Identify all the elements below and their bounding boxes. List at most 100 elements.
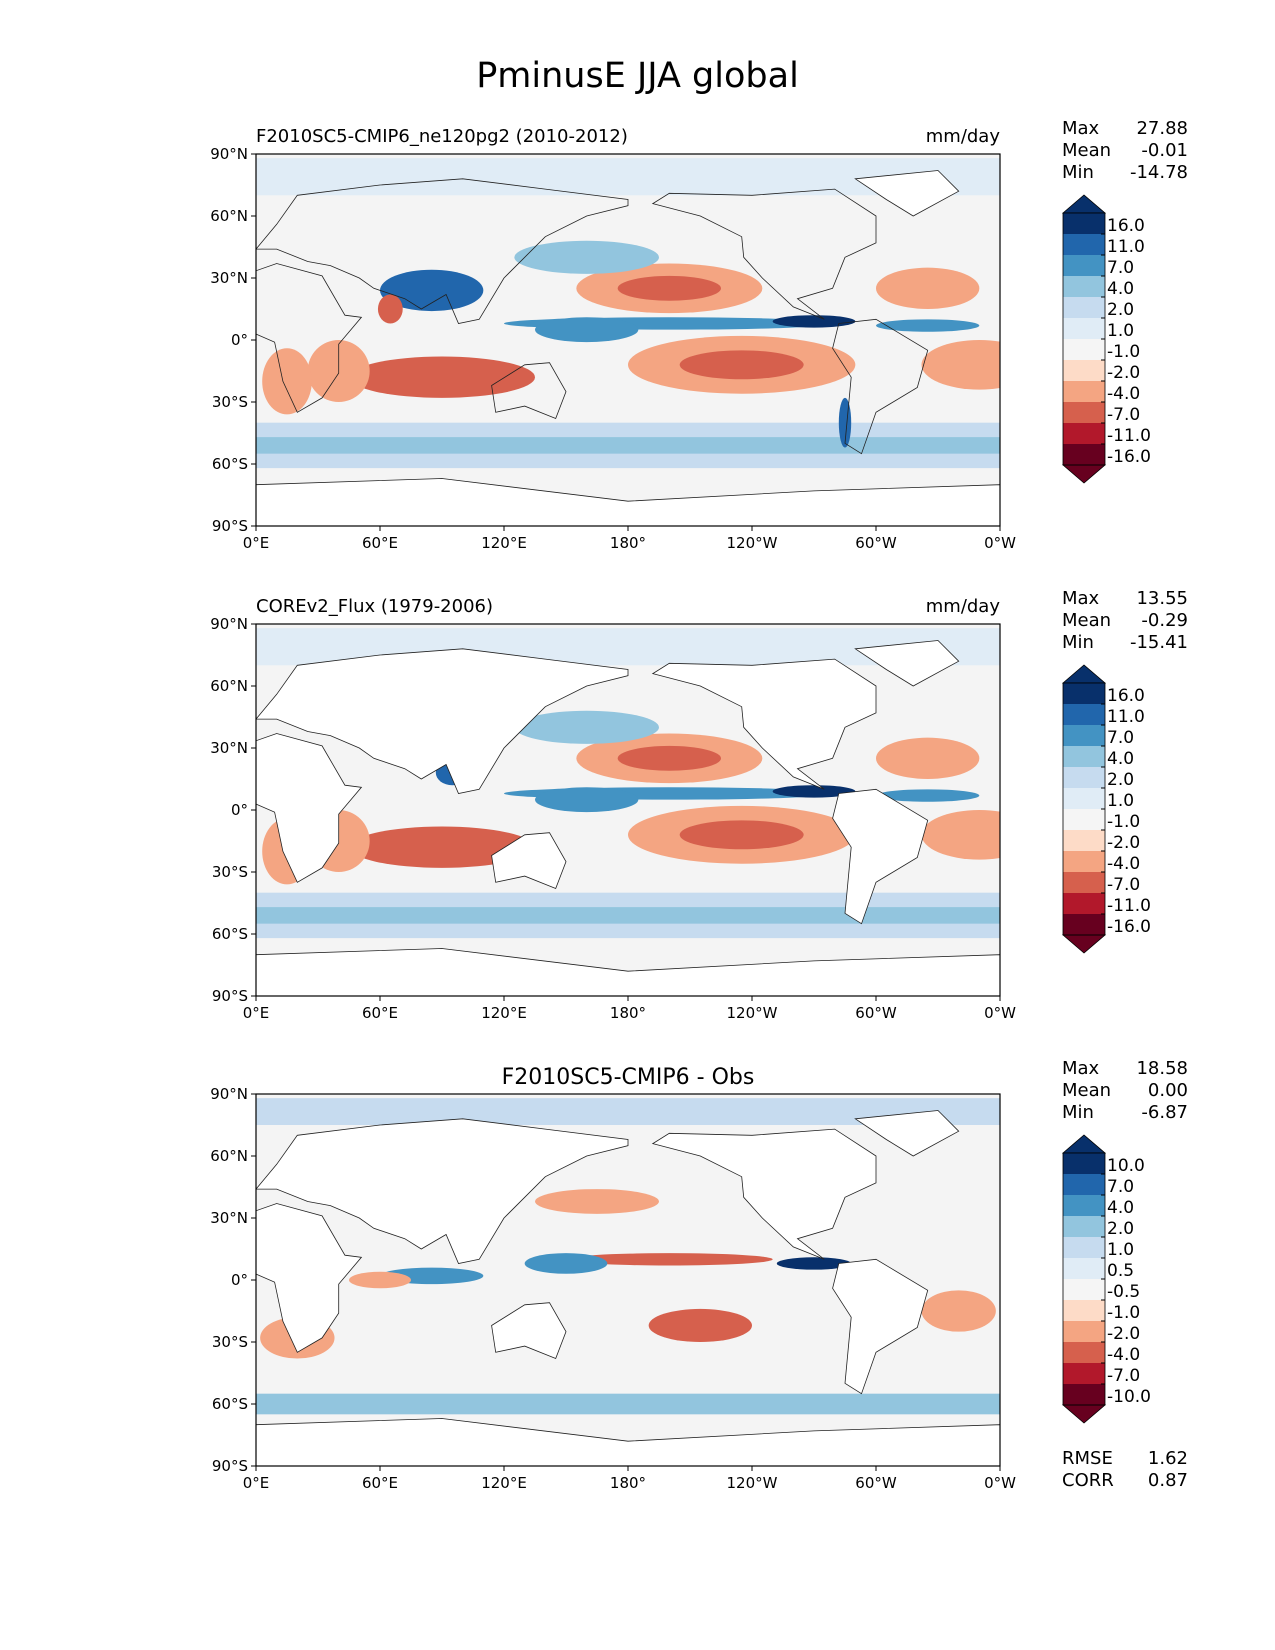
colorbar-cell [1063, 360, 1105, 381]
y-tick-label: 60°S [212, 455, 248, 473]
y-tick-label: 0° [231, 331, 248, 349]
colorbar-cell [1063, 1321, 1105, 1342]
x-tick-label: 0°W [984, 534, 1016, 552]
ocean-background [256, 154, 1000, 526]
benguela-dry-zone [262, 348, 312, 415]
atlantic-itcz [876, 789, 980, 802]
colorbar-level-label: 2.0 [1107, 770, 1134, 790]
colorbar-level-label: 10.0 [1107, 1156, 1145, 1176]
colorbar-cell [1063, 914, 1105, 935]
y-tick-label: 30°S [212, 863, 248, 881]
metric-value: 0.87 [1148, 1470, 1188, 1491]
colorbar-cell [1063, 746, 1105, 767]
colorbar-cell [1063, 1195, 1105, 1216]
samerica-coastline [832, 788, 929, 925]
warm-pool [535, 317, 639, 343]
map-panel-2: COREv2_Flux (1979-2006) mm/day 90°N 60°N 30°… [210, 588, 1188, 1022]
stat-label: Max [1062, 588, 1100, 609]
colorbar-cell [1063, 1153, 1105, 1174]
antarctica-coastline [256, 948, 1000, 996]
antarctica-coastline [256, 1418, 1000, 1466]
colorbar-top-extend [1061, 1134, 1107, 1154]
colorbar-level-label: -7.0 [1107, 875, 1140, 895]
north-pacific-storm-track [514, 240, 660, 274]
greenland-coastline [854, 170, 960, 217]
colorbar-level-label: -10.0 [1107, 1387, 1151, 1407]
colorbar-level-label: 16.0 [1107, 686, 1145, 706]
colorbar: 16.011.07.04.02.01.0-1.0-2.0-4.0-7.0-11.… [1061, 194, 1151, 484]
y-tick-label: 60°S [212, 925, 248, 943]
x-tick-label: 120°W [727, 1004, 778, 1022]
colorbar-cell [1063, 1237, 1105, 1258]
y-tick-label: 90°S [212, 987, 248, 1005]
metric-label: CORR [1062, 1470, 1114, 1491]
east-pacific-itcz-core [772, 315, 856, 328]
stat-value: -14.78 [1130, 162, 1188, 183]
stat-value: 0.00 [1148, 1080, 1188, 1101]
colorbar-top-extend [1061, 194, 1107, 214]
eurasia-coastline [256, 1118, 629, 1264]
samerica-coastline [832, 1258, 929, 1395]
greenland-coastline [854, 1110, 960, 1157]
colorbar-level-label: 4.0 [1107, 749, 1134, 769]
panel-title-left: COREv2_Flux (1979-2006) [256, 596, 493, 617]
stat-value: -0.29 [1141, 610, 1188, 631]
colorbar-level-label: -0.5 [1107, 1282, 1140, 1302]
colorbar-cell [1063, 444, 1105, 465]
africa-coastline [256, 263, 363, 413]
north-pacific-subtropical-core [617, 745, 721, 771]
y-tick-label: 60°N [210, 1147, 248, 1165]
australia-coastline [491, 832, 567, 890]
colorbar-cell [1063, 788, 1105, 809]
colorbar-cell [1063, 1279, 1105, 1300]
south-atlantic-subtropical-high [921, 810, 1000, 860]
south-atlantic-subtropical-high [921, 340, 1000, 390]
colorbar-level-label: -1.0 [1107, 1303, 1140, 1323]
kuroshio-dry-bias [535, 1189, 659, 1214]
pacific-itcz-dry-bias [566, 1253, 773, 1266]
colorbar-level-label: 16.0 [1107, 216, 1145, 236]
colorbar-cell [1063, 339, 1105, 360]
africa-coastline [256, 1203, 363, 1353]
colorbar-level-label: -2.0 [1107, 363, 1140, 383]
metric-value: 1.62 [1148, 1448, 1188, 1469]
y-tick-label: 30°S [212, 393, 248, 411]
colorbar-cell [1063, 725, 1105, 746]
colorbar-cell [1063, 1384, 1105, 1405]
colorbar-cell [1063, 704, 1105, 725]
y-tick-label: 60°S [212, 1395, 248, 1413]
australia-coastline [491, 1302, 567, 1360]
colorbar-cell [1063, 1216, 1105, 1237]
stat-value: 27.88 [1136, 118, 1188, 139]
colorbar-level-label: -2.0 [1107, 833, 1140, 853]
y-tick-label: 90°N [210, 145, 248, 163]
colorbar-cell [1063, 276, 1105, 297]
colorbar-level-label: 2.0 [1107, 1219, 1134, 1239]
panel-units: mm/day [926, 596, 1001, 617]
colorbar-cell [1063, 1342, 1105, 1363]
stat-label: Mean [1062, 1080, 1111, 1101]
stat-value: -6.87 [1141, 1102, 1188, 1123]
colorbar-level-label: -4.0 [1107, 384, 1140, 404]
south-pacific-dry-bias [648, 1308, 752, 1342]
colorbar-level-label: -4.0 [1107, 1345, 1140, 1365]
namerica-coastline [651, 1128, 877, 1260]
x-tick-label: 120°W [727, 1474, 778, 1492]
figure-title: PminusE JJA global [476, 56, 799, 96]
north-pacific-subtropical-core [617, 275, 721, 301]
colorbar-level-label: -7.0 [1107, 405, 1140, 425]
west-indian-dry-bias [349, 1271, 411, 1289]
y-tick-label: 30°S [212, 1333, 248, 1351]
x-tick-label: 60°W [855, 1474, 897, 1492]
colorbar-level-label: -11.0 [1107, 426, 1151, 446]
x-tick-label: 0°W [984, 1474, 1016, 1492]
x-tick-label: 120°E [481, 1004, 527, 1022]
africa-coastline [256, 733, 363, 883]
colorbar-level-label: 1.0 [1107, 321, 1134, 341]
colorbar-level-label: -1.0 [1107, 342, 1140, 362]
colorbar: 16.011.07.04.02.01.0-1.0-2.0-4.0-7.0-11.… [1061, 664, 1151, 954]
stat-value: 18.58 [1136, 1058, 1188, 1079]
atlantic-itcz [876, 319, 980, 332]
colorbar-level-label: -2.0 [1107, 1324, 1140, 1344]
